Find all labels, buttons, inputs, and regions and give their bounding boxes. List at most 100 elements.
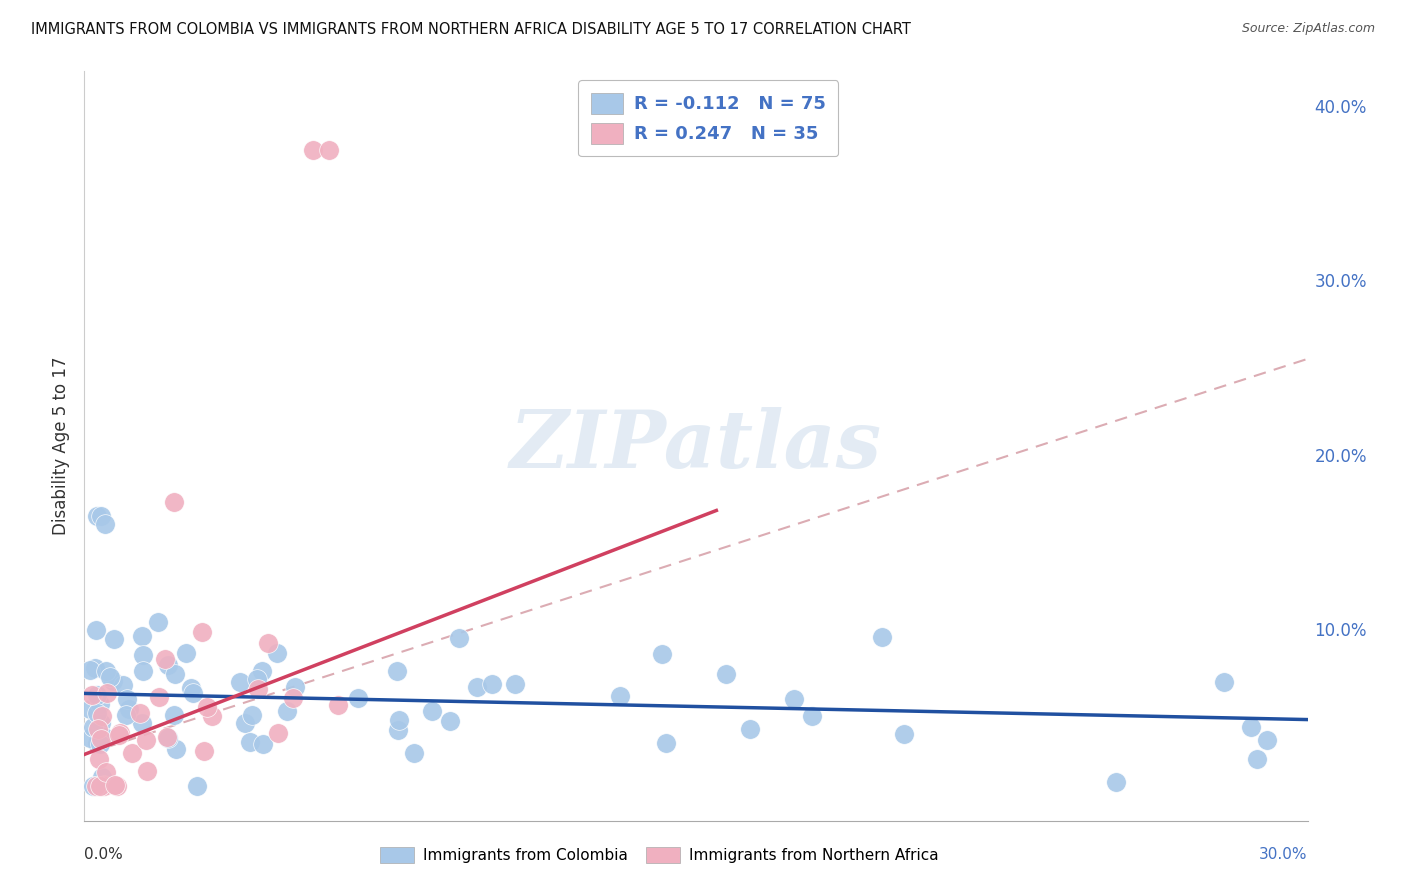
Point	[609, 690, 631, 704]
Point	[197, 700, 219, 714]
Point	[165, 741, 187, 756]
Point	[1256, 733, 1278, 747]
Point	[90, 779, 112, 793]
Point	[893, 727, 915, 741]
Point	[86, 508, 108, 523]
Point	[163, 666, 186, 681]
Point	[233, 715, 256, 730]
Point	[240, 707, 263, 722]
Point	[84, 779, 107, 793]
Point	[98, 669, 121, 683]
Text: 0.0%: 0.0%	[84, 847, 124, 862]
Point	[128, 706, 150, 720]
Point	[93, 779, 115, 793]
Point	[96, 686, 118, 700]
Point	[387, 723, 409, 737]
Point	[190, 624, 212, 639]
Point	[93, 517, 115, 532]
Point	[89, 738, 111, 752]
Point	[87, 752, 110, 766]
Point	[281, 691, 304, 706]
Point	[82, 688, 104, 702]
Point	[1105, 774, 1128, 789]
Point	[250, 664, 273, 678]
Point	[176, 646, 198, 660]
Point	[503, 677, 526, 691]
Point	[93, 730, 115, 744]
Point	[90, 508, 112, 523]
Point	[387, 714, 409, 728]
Point	[246, 672, 269, 686]
Point	[229, 675, 252, 690]
Point	[247, 682, 270, 697]
Point	[156, 731, 179, 745]
Point	[105, 779, 128, 793]
Point	[267, 726, 290, 740]
Point	[103, 673, 125, 688]
Point	[90, 770, 112, 784]
Point	[96, 765, 118, 780]
Point	[89, 697, 111, 711]
Point	[870, 630, 893, 644]
Point	[132, 648, 155, 662]
Legend: Immigrants from Colombia, Immigrants from Northern Africa: Immigrants from Colombia, Immigrants fro…	[374, 841, 945, 869]
Point	[156, 730, 179, 744]
Point	[193, 744, 215, 758]
Point	[180, 681, 202, 695]
Point	[465, 680, 488, 694]
Point	[103, 632, 125, 646]
Point	[90, 709, 112, 723]
Y-axis label: Disability Age 5 to 17: Disability Age 5 to 17	[52, 357, 70, 535]
Point	[118, 702, 141, 716]
Point	[256, 636, 278, 650]
Point	[1246, 752, 1268, 766]
Point	[301, 143, 323, 157]
Point	[163, 707, 186, 722]
Point	[449, 631, 471, 645]
Point	[93, 778, 115, 792]
Point	[131, 629, 153, 643]
Point	[115, 691, 138, 706]
Point	[86, 706, 108, 721]
Point	[104, 778, 127, 792]
Point	[108, 726, 131, 740]
Point	[738, 723, 761, 737]
Point	[86, 736, 108, 750]
Point	[90, 716, 112, 731]
Point	[94, 664, 117, 678]
Point	[422, 704, 444, 718]
Text: 30.0%: 30.0%	[1260, 847, 1308, 862]
Point	[318, 143, 340, 157]
Point	[79, 702, 101, 716]
Point	[108, 729, 131, 743]
Point	[201, 709, 224, 723]
Point	[82, 719, 104, 733]
Point	[714, 667, 737, 681]
Point	[132, 664, 155, 678]
Point	[783, 692, 806, 706]
Point	[266, 646, 288, 660]
Point	[276, 704, 298, 718]
Point	[82, 779, 104, 793]
Point	[239, 735, 262, 749]
Point	[1212, 675, 1234, 690]
Point	[252, 737, 274, 751]
Point	[801, 709, 824, 723]
Point	[90, 731, 112, 746]
Point	[439, 714, 461, 728]
Point	[654, 736, 676, 750]
Point	[186, 779, 208, 793]
Point	[148, 690, 170, 704]
Point	[163, 495, 186, 509]
Text: ZIPatlas: ZIPatlas	[510, 408, 882, 484]
Point	[284, 681, 307, 695]
Point	[89, 779, 111, 793]
Point	[86, 689, 108, 703]
Point	[404, 746, 426, 760]
Text: IMMIGRANTS FROM COLOMBIA VS IMMIGRANTS FROM NORTHERN AFRICA DISABILITY AGE 5 TO : IMMIGRANTS FROM COLOMBIA VS IMMIGRANTS F…	[31, 22, 911, 37]
Point	[146, 615, 169, 629]
Point	[651, 647, 673, 661]
Point	[115, 708, 138, 723]
Point	[157, 657, 180, 672]
Point	[481, 677, 503, 691]
